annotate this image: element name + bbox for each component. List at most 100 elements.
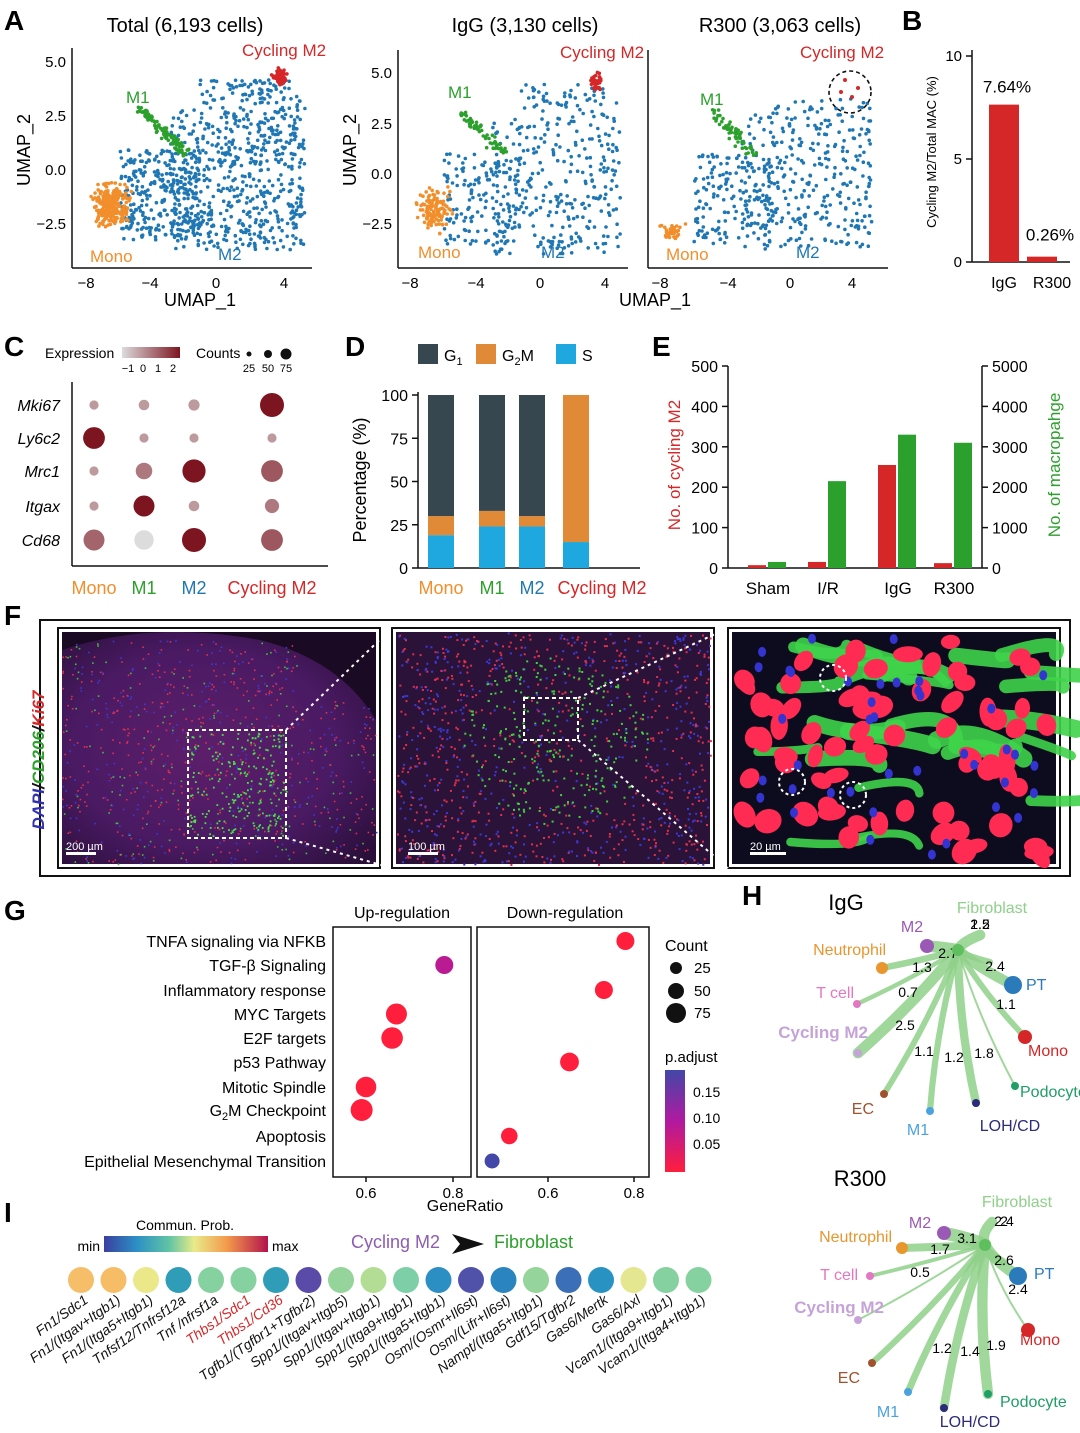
umap-point bbox=[759, 199, 764, 204]
umap-point bbox=[711, 241, 716, 246]
umap-point bbox=[98, 190, 103, 195]
f-pixel bbox=[126, 694, 129, 697]
umap-point bbox=[140, 198, 145, 203]
f-pixel bbox=[476, 760, 478, 763]
umap-point bbox=[818, 126, 822, 131]
f-pixel bbox=[596, 807, 599, 810]
f-pixel bbox=[691, 803, 694, 806]
f-pixel bbox=[632, 813, 635, 816]
f-pixel bbox=[183, 748, 185, 750]
umap-point bbox=[135, 185, 139, 189]
umap-point bbox=[236, 124, 240, 129]
f-pixel bbox=[514, 841, 517, 844]
f-pixel bbox=[182, 692, 184, 694]
umap-point bbox=[556, 243, 561, 247]
umap-point bbox=[496, 159, 501, 164]
f-pixel bbox=[280, 825, 282, 828]
d-bar-segment bbox=[428, 516, 454, 536]
f-pixel bbox=[274, 824, 277, 827]
umap-igg-yticks: 5.0 2.5 0.0 −2.5 bbox=[362, 65, 392, 233]
umap-point bbox=[446, 194, 450, 199]
umap-point bbox=[168, 171, 173, 176]
umap-point bbox=[499, 239, 504, 243]
f-pixel bbox=[285, 705, 288, 708]
f-pixel bbox=[257, 735, 260, 738]
umap-point bbox=[512, 220, 517, 225]
umap-point bbox=[140, 233, 145, 237]
f-pixel bbox=[461, 719, 464, 722]
f-pixel bbox=[209, 778, 211, 781]
umap-point bbox=[214, 232, 219, 237]
umap-point bbox=[99, 202, 104, 206]
umap-point bbox=[211, 223, 216, 227]
f-pixel bbox=[591, 723, 594, 726]
f-pixel bbox=[615, 732, 618, 735]
umap-point bbox=[431, 213, 436, 217]
f-pixel bbox=[524, 646, 527, 649]
umap-point bbox=[226, 111, 230, 115]
umap-point bbox=[555, 246, 559, 250]
f-pixel bbox=[693, 732, 696, 735]
f-pixel bbox=[265, 768, 268, 771]
f-pixel bbox=[299, 781, 301, 784]
umap-point bbox=[614, 101, 619, 105]
f-pixel bbox=[146, 790, 149, 793]
f-pixel bbox=[208, 698, 210, 700]
umap-point bbox=[569, 235, 574, 239]
umap-point bbox=[507, 209, 512, 214]
f-pixel bbox=[264, 683, 266, 685]
f-pixel bbox=[407, 771, 410, 774]
f-pixel bbox=[130, 792, 132, 794]
umap-point bbox=[854, 211, 859, 216]
f-pixel bbox=[158, 738, 160, 741]
umap-point bbox=[105, 209, 109, 213]
umap-point bbox=[169, 228, 174, 233]
umap-point bbox=[263, 112, 267, 116]
umap-point bbox=[463, 110, 468, 115]
f-pixel bbox=[226, 715, 228, 717]
f-pixel bbox=[246, 725, 249, 728]
umap-point bbox=[794, 238, 799, 242]
f-pixel bbox=[513, 808, 515, 811]
umap-point bbox=[238, 237, 243, 242]
umap-point bbox=[259, 168, 264, 172]
f-pixel bbox=[62, 672, 64, 674]
umap-point bbox=[278, 138, 283, 143]
umap-point bbox=[802, 188, 806, 193]
f-pixel bbox=[209, 861, 212, 863]
umap-point bbox=[497, 142, 502, 146]
umap-point bbox=[222, 217, 227, 222]
umap-point bbox=[103, 214, 107, 218]
f-pixel bbox=[552, 732, 555, 735]
f-pixel bbox=[479, 790, 482, 793]
umap-point bbox=[494, 152, 499, 157]
f-pixel bbox=[461, 832, 464, 835]
f-pixel bbox=[247, 739, 249, 742]
f-pixel bbox=[215, 751, 217, 754]
f-pixel bbox=[193, 815, 196, 818]
umap-point bbox=[763, 232, 768, 237]
f-pixel bbox=[418, 798, 421, 801]
f-pixel bbox=[652, 739, 655, 742]
f-pixel bbox=[634, 745, 636, 748]
umap-point bbox=[428, 213, 433, 217]
umap-point bbox=[738, 188, 742, 193]
umap-point bbox=[517, 162, 522, 167]
umap-point bbox=[697, 154, 701, 159]
f-pixel bbox=[658, 705, 661, 707]
f-pixel bbox=[526, 660, 529, 663]
f-pixel bbox=[281, 830, 283, 832]
umap-point bbox=[544, 91, 549, 96]
umap-point bbox=[740, 212, 745, 216]
f-pixel bbox=[228, 810, 231, 812]
umap-point bbox=[286, 202, 291, 206]
f-pixel bbox=[136, 808, 139, 811]
umap-point bbox=[170, 183, 175, 188]
umap-point bbox=[495, 233, 499, 237]
umap-point bbox=[811, 141, 815, 146]
umap-point bbox=[522, 210, 526, 215]
umap-point bbox=[849, 223, 854, 228]
f-pixel bbox=[567, 709, 570, 712]
c-dot bbox=[189, 433, 199, 443]
umap-point bbox=[517, 125, 522, 130]
